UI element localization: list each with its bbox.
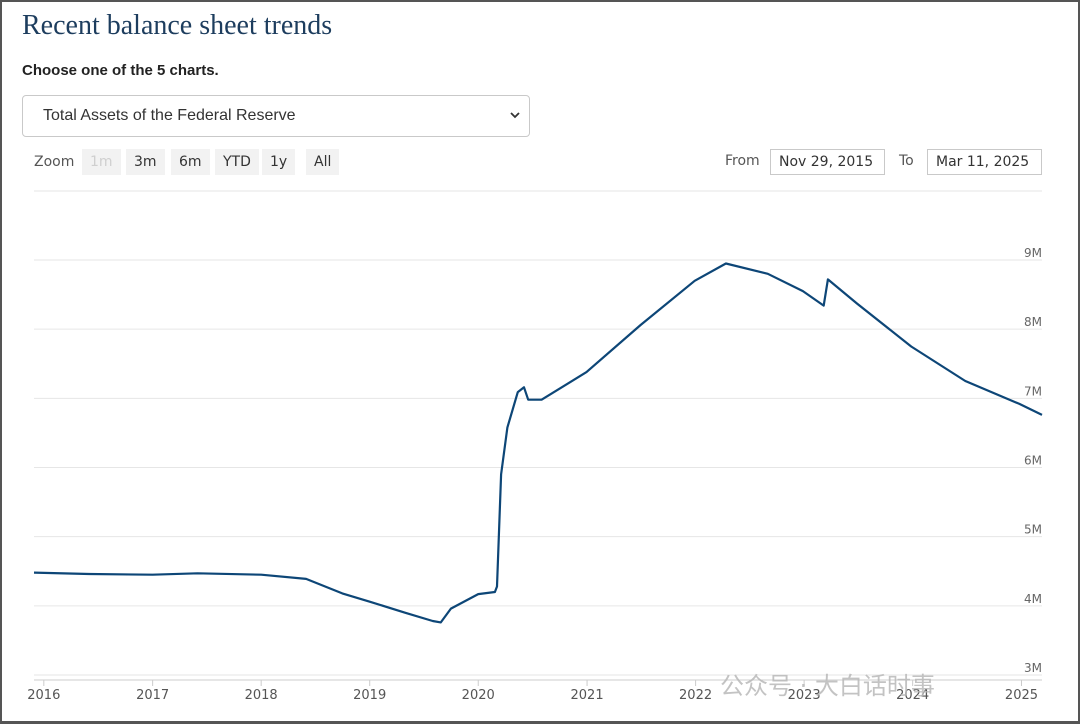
x-tick-label: 2016 [27,688,60,703]
x-tick-label: 2019 [353,688,386,703]
y-tick-label: 7M [1024,384,1042,398]
from-date-input[interactable]: Nov 29, 2015 [770,149,885,175]
from-label: From [725,153,760,169]
chart-select-value: Total Assets of the Federal Reserve [43,107,296,124]
y-tick-label: 8M [1024,315,1042,329]
x-tick-label: 2017 [136,688,169,703]
chevron-down-icon [509,96,521,152]
zoom-label: Zoom [34,154,75,170]
watermark: 公众号 · 大白话时事 [720,672,935,700]
x-tick-label: 2020 [462,688,495,703]
x-tick-label: 2025 [1005,688,1038,703]
x-tick-label: 2021 [571,688,604,703]
chart-choice-prompt: Choose one of the 5 charts. [22,62,219,79]
y-tick-label: 4M [1024,592,1042,606]
zoom-button-1y[interactable]: 1y [262,149,296,175]
zoom-button-1m[interactable]: 1m [82,149,121,175]
x-tick-label: 2018 [245,688,278,703]
page-title: Recent balance sheet trends [22,10,333,41]
x-tick-label: 2022 [679,688,712,703]
y-tick-label: 5M [1024,523,1042,537]
chart-select-dropdown[interactable]: Total Assets of the Federal Reserve [22,95,530,137]
zoom-button-ytd[interactable]: YTD [215,149,259,175]
y-tick-label: 3M [1024,661,1042,675]
x-tick-label: 2023 [788,688,821,703]
zoom-button-6m[interactable]: 6m [171,149,210,175]
to-date-input[interactable]: Mar 11, 2025 [927,149,1042,175]
series-line [33,262,1043,624]
y-tick-label: 9M [1024,246,1042,260]
x-tick-label: 2024 [896,688,929,703]
y-tick-label: 6M [1024,454,1042,468]
zoom-button-3m[interactable]: 3m [126,149,165,175]
to-label: To [899,153,914,169]
zoom-button-all[interactable]: All [306,149,340,175]
